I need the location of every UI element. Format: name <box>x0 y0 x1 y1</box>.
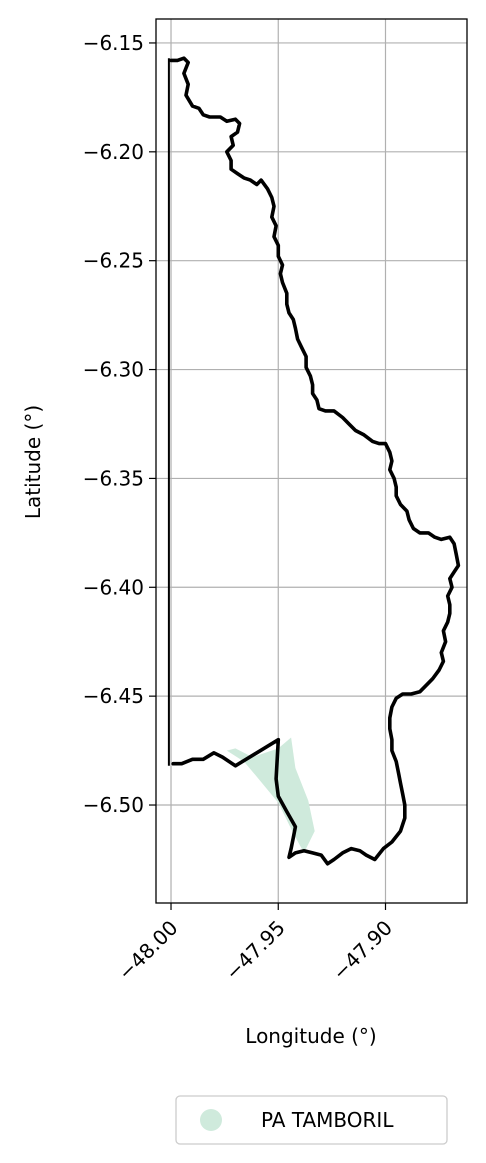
y-tick-label: −6.45 <box>83 684 144 708</box>
y-axis-label: Latitude (°) <box>21 405 45 519</box>
grid-lines <box>156 19 467 903</box>
y-tick-label: −6.30 <box>83 358 144 382</box>
y-tick-label: −6.25 <box>83 249 144 273</box>
legend-frame <box>175 1095 448 1145</box>
legend-marker <box>200 1109 222 1131</box>
boundary-outline <box>169 56 461 866</box>
y-tick-label: −6.35 <box>83 466 144 490</box>
y-axis-ticks: −6.15 −6.20 −6.25 −6.30 −6.35 −6.40 −6.45 −6.50 <box>83 31 156 817</box>
plot-frame <box>155 18 468 904</box>
x-axis-label: Longitude (°) <box>245 1024 376 1048</box>
y-tick-label: −6.20 <box>83 140 144 164</box>
legend-label: PA TAMBORIL <box>261 1108 394 1132</box>
boundary-outlines <box>167 56 461 866</box>
y-tick-label: −6.40 <box>83 575 144 599</box>
y-tick-label: −6.50 <box>83 793 144 817</box>
legend: PA TAMBORIL <box>175 1095 448 1145</box>
y-tick-label: −6.15 <box>83 31 144 55</box>
